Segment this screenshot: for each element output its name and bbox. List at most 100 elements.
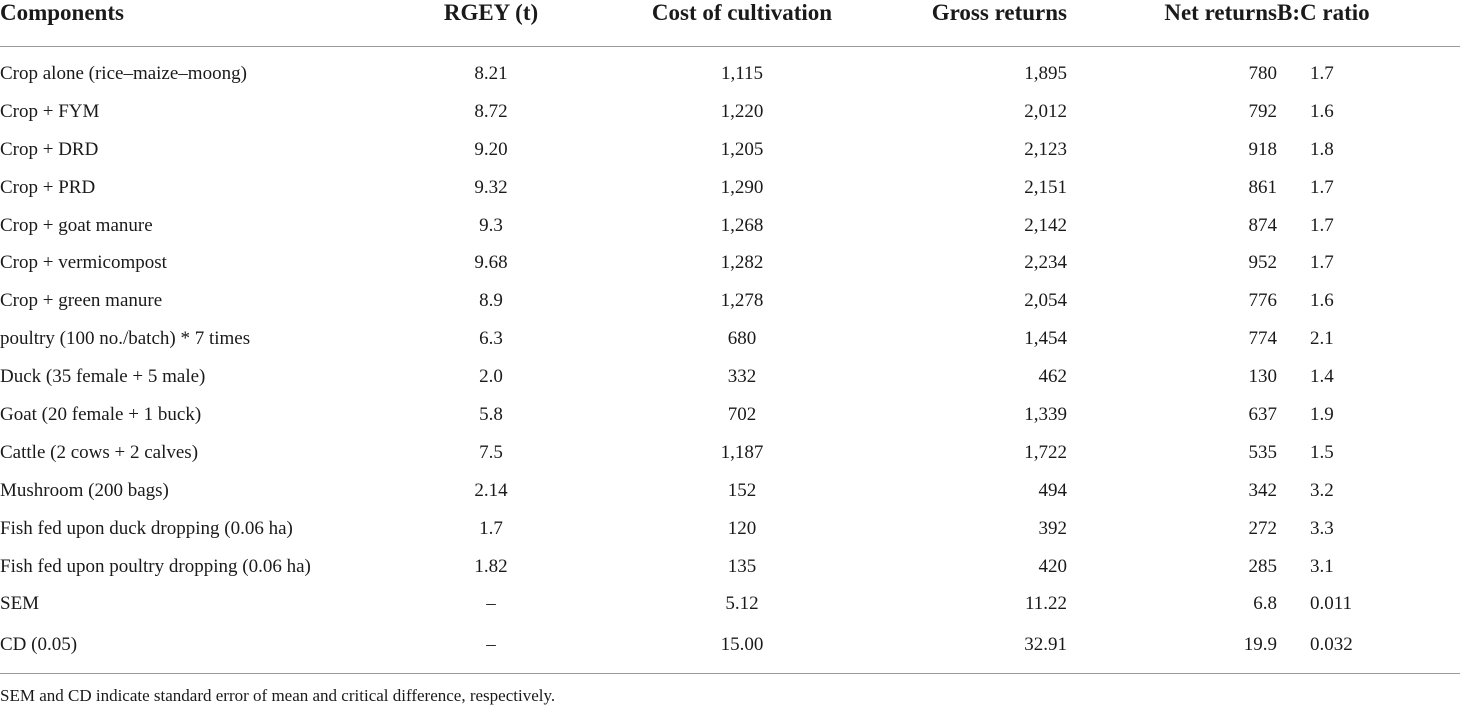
cell-rgey: 9.68: [474, 252, 508, 274]
table-row: CD (0.05) –15.00 32.91 19.9 0.032: [0, 623, 1460, 675]
cell-cost: 332: [727, 366, 757, 388]
table-row: Crop + green manure 8.9 1,278 2,054 776 1.6: [0, 282, 1460, 320]
cell-rgey: 5.8: [479, 403, 503, 425]
cell-gross: 32.91: [922, 623, 1067, 675]
cell-gross: 420: [1038, 555, 1068, 577]
cell-cost: 1,205: [720, 138, 764, 160]
table-footnote: SEM and CD indicate standard error of me…: [0, 686, 556, 705]
table-row: SEM – 5.12 11.22 6.8 0.011: [0, 585, 1460, 623]
cell-cost: 1,115: [720, 62, 764, 84]
cell-bc-ratio: 3.3: [1310, 517, 1334, 539]
table-row: poultry (100 no./batch) * 7 times 6.3 680 1…: [0, 320, 1460, 358]
cell-bc-ratio: 1.9: [1310, 403, 1334, 425]
cell-rgey: 1.7: [479, 517, 503, 539]
cell-component: Fish fed upon poultry dropping (0.06 ha): [0, 555, 311, 577]
cell-bc-ratio: 1.7: [1310, 62, 1334, 84]
cell-component: Goat (20 female + 1 buck): [0, 403, 202, 425]
cell-component: Crop + goat manure: [0, 214, 153, 236]
cell-net: 874: [1248, 214, 1278, 236]
cell-rgey: 2.14: [474, 479, 508, 501]
table-header-row: Components RGEY (t) Cost of cultivation …: [0, 0, 1460, 47]
cell-cost: 1,282: [720, 252, 764, 274]
cell-gross: 462: [1038, 366, 1068, 388]
table-row: Cattle (2 cows + 2 calves) 7.5 1,187 1,722 5…: [0, 434, 1460, 472]
cell-cost: 1,278: [720, 290, 764, 312]
cell-bc-ratio: 2.1: [1310, 328, 1334, 350]
table-row: Crop + DRD 9.20 1,205 2,123 918 1.8: [0, 131, 1460, 169]
cell-component: CD (0.05): [0, 623, 420, 675]
cell-component: Crop + PRD: [0, 176, 96, 198]
cell-bc-ratio: 1.8: [1310, 138, 1334, 160]
cell-gross: 2,054: [1024, 290, 1067, 312]
table-row: Crop + FYM 8.72 1,220 2,012 792 1.6: [0, 93, 1460, 131]
cell-rgey: 9.20: [474, 138, 508, 160]
cell-rgey: 2.0: [479, 366, 503, 388]
cell-cost: 1,290: [720, 176, 764, 198]
economics-table: Components RGEY (t) Cost of cultivation …: [0, 0, 1460, 675]
cell-gross: 2,234: [1024, 252, 1067, 274]
cell-gross: 494: [1038, 479, 1068, 501]
cell-net: 285: [1248, 555, 1278, 577]
cell-gross: 1,339: [1024, 403, 1067, 425]
cell-cost: 15.00: [562, 623, 922, 675]
cell-cost: 680: [727, 328, 757, 350]
cell-component: Mushroom (200 bags): [0, 479, 169, 501]
cell-cost: 702: [727, 403, 757, 425]
cell-net: 952: [1248, 252, 1278, 274]
table-row: Crop + goat manure 9.3 1,268 2,142 874 1.7: [0, 207, 1460, 245]
cell-rgey: 8.9: [479, 290, 503, 312]
cell-gross: 1,454: [1024, 328, 1067, 350]
cell-net: 918: [1248, 138, 1278, 160]
cell-gross: 1,895: [1024, 62, 1067, 84]
data-table-container: Components RGEY (t) Cost of cultivation …: [0, 0, 1460, 675]
cell-net: 6.8: [1253, 593, 1277, 615]
cell-bc-ratio: 3.1: [1310, 555, 1334, 577]
cell-gross: 11.22: [1024, 593, 1067, 615]
cell-bc-ratio: 1.5: [1310, 441, 1334, 463]
cell-net: 792: [1248, 100, 1278, 122]
cell-rgey: 6.3: [479, 328, 503, 350]
cell-cost: 1,268: [720, 214, 764, 236]
table-row: Duck (35 female + 5 male) 2.0 332 462 130 1.4: [0, 358, 1460, 396]
cell-net: 535: [1248, 441, 1278, 463]
table-row: Crop + vermicompost 9.68 1,282 2,234 952 1.7: [0, 244, 1460, 282]
cell-cost: 1,187: [720, 441, 764, 463]
cell-net: 272: [1248, 517, 1278, 539]
table-row: Fish fed upon duck dropping (0.06 ha) 1.7…: [0, 510, 1460, 548]
cell-bc-ratio: 1.6: [1310, 290, 1334, 312]
table-row: Goat (20 female + 1 buck) 5.8 702 1,339 637 1…: [0, 396, 1460, 434]
cell-net: 861: [1248, 176, 1278, 198]
table-body: Crop alone (rice–maize–moong) 8.21 1,115 1,…: [0, 47, 1460, 675]
cell-net: 19.9: [1067, 623, 1277, 675]
cell-gross: 2,123: [1024, 138, 1067, 160]
cell-rgey: –: [420, 623, 562, 675]
cell-net: 774: [1248, 328, 1278, 350]
header-rgey: RGEY (t): [420, 0, 562, 47]
cell-net: 776: [1248, 290, 1278, 312]
cell-component: Crop + FYM: [0, 100, 100, 122]
cell-rgey: 1.82: [474, 555, 508, 577]
cell-bc-ratio: 1.6: [1310, 100, 1334, 122]
cell-bc-ratio: 3.2: [1310, 479, 1334, 501]
cell-cost: 1,220: [720, 100, 764, 122]
cell-component: Crop + DRD: [0, 138, 99, 160]
header-bc-ratio: B:C ratio: [1277, 0, 1460, 47]
cell-bc-ratio: 1.4: [1310, 366, 1334, 388]
cell-component: Cattle (2 cows + 2 calves): [0, 441, 199, 463]
header-gross-returns: Gross returns: [922, 0, 1067, 47]
table-row: Fish fed upon poultry dropping (0.06 ha)…: [0, 548, 1460, 586]
cell-gross: 2,142: [1024, 214, 1067, 236]
cell-gross: 2,012: [1024, 100, 1067, 122]
header-net-returns: Net returns: [1067, 0, 1277, 47]
cell-rgey: 8.21: [474, 62, 508, 84]
header-cost-of-cultivation: Cost of cultivation: [562, 0, 922, 47]
cell-component: Fish fed upon duck dropping (0.06 ha): [0, 517, 293, 539]
cell-net: 130: [1248, 366, 1278, 388]
table-row: Crop + PRD 9.32 1,290 2,151 861 1.7: [0, 169, 1460, 207]
cell-gross: 392: [1038, 517, 1068, 539]
table-row: Mushroom (200 bags) 2.14 152 494 342 3.2: [0, 472, 1460, 510]
cell-component: Crop + green manure: [0, 290, 163, 312]
cell-cost: 135: [727, 555, 757, 577]
cell-component: Crop + vermicompost: [0, 252, 167, 274]
cell-component: SEM: [0, 593, 40, 615]
